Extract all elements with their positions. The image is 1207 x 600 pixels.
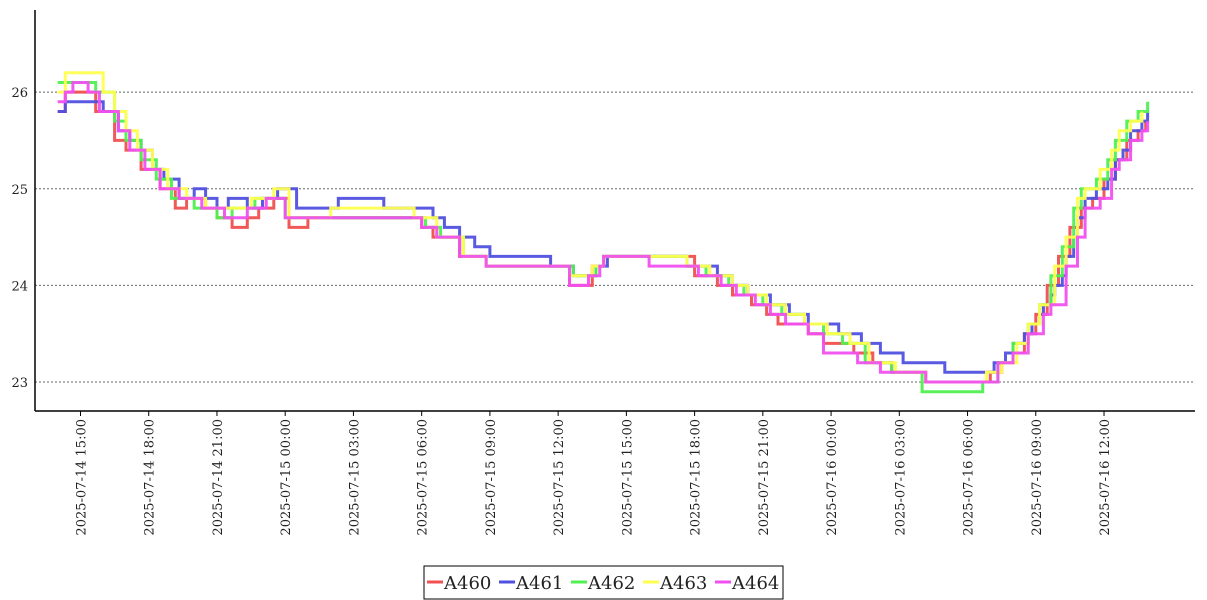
legend-label-a463[interactable]: A463 [659,573,707,594]
series-line-a461 [57,100,1150,374]
x-tick-label: 2025-07-16 06:00 [962,419,977,536]
series-line-a464 [57,81,1150,384]
x-tick-label: 2025-07-16 03:00 [893,419,908,536]
series-line-a463 [57,71,1144,384]
series-line-a462 [57,81,1150,394]
x-tick-label: 2025-07-14 21:00 [211,419,226,536]
x-tick-label: 2025-07-15 03:00 [347,419,362,536]
legend-label-a461[interactable]: A461 [515,573,563,594]
y-tick-label: 23 [11,376,28,391]
x-tick-label: 2025-07-16 12:00 [1098,419,1113,536]
y-tick-label: 25 [11,183,28,198]
y-tick-label: 26 [11,86,28,101]
axes: 23 24 25 26 2025-07-14 15:00 2025-07-14 18:00… [11,10,1195,536]
x-tick-label: 2025-07-15 09:00 [484,419,499,536]
gridlines [35,91,1195,383]
x-tick-label: 2025-07-16 09:00 [1030,419,1045,536]
series-lines [57,71,1150,394]
x-tick-label: 2025-07-14 18:00 [143,419,158,536]
legend[interactable]: A460 A461 A462 A463 A464 [423,565,784,600]
x-tick-label: 2025-07-15 21:00 [757,419,772,536]
x-tick-label: 2025-07-14 15:00 [74,419,89,536]
x-tick-label: 2025-07-15 18:00 [689,419,704,536]
x-tick-label: 2025-07-15 12:00 [552,419,567,536]
x-tick-label: 2025-07-15 00:00 [279,419,294,536]
x-tick-label: 2025-07-16 00:00 [825,419,840,536]
legend-label-a462[interactable]: A462 [587,573,635,594]
legend-label-a464[interactable]: A464 [731,573,779,594]
legend-label-a460[interactable]: A460 [443,573,491,594]
series-line-a460 [57,90,1148,384]
x-tick-label: 2025-07-15 06:00 [416,419,431,536]
x-tick-label: 2025-07-15 15:00 [620,419,635,536]
y-tick-label: 24 [11,279,28,294]
